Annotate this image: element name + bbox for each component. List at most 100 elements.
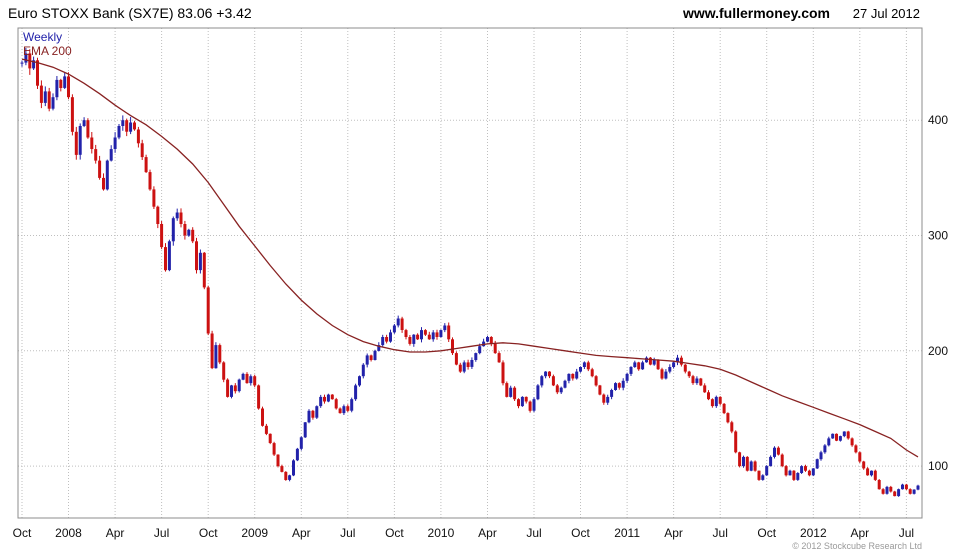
candle <box>70 97 74 132</box>
candle <box>629 367 633 374</box>
candle <box>893 491 897 497</box>
candle <box>548 371 551 377</box>
candle <box>171 218 175 242</box>
candle <box>908 489 912 494</box>
candle <box>365 355 369 365</box>
candle <box>427 334 431 340</box>
candle <box>233 385 237 392</box>
svg-text:2009: 2009 <box>241 526 268 540</box>
candle <box>474 353 478 360</box>
candle <box>602 394 606 403</box>
candle <box>292 460 295 476</box>
candle <box>129 122 133 132</box>
candle <box>804 466 807 471</box>
candle <box>121 120 125 126</box>
candle <box>710 399 714 407</box>
candle <box>55 79 59 98</box>
candle <box>311 410 315 418</box>
svg-text:Jul: Jul <box>526 526 541 540</box>
candle <box>664 371 668 379</box>
candle <box>776 447 780 455</box>
candle <box>125 120 129 132</box>
candle <box>614 383 617 390</box>
svg-text:300: 300 <box>928 229 948 243</box>
candle <box>261 408 264 426</box>
chart-date: 27 Jul 2012 <box>852 6 920 21</box>
candle <box>540 376 544 386</box>
candle <box>575 371 579 379</box>
candle <box>528 401 532 411</box>
candle <box>594 376 598 386</box>
candle <box>179 212 183 224</box>
candle <box>873 470 877 480</box>
candle <box>633 362 637 367</box>
candle <box>513 387 517 400</box>
candle <box>679 357 683 365</box>
plot-border <box>17 27 923 519</box>
candle <box>245 373 249 384</box>
candle <box>400 318 404 330</box>
candle <box>815 459 819 469</box>
candle <box>586 362 590 370</box>
candle <box>579 367 582 372</box>
candle <box>672 362 676 367</box>
candles <box>20 48 920 497</box>
candle <box>838 436 842 441</box>
candle <box>683 364 687 372</box>
candle <box>272 443 276 455</box>
candle <box>641 362 645 370</box>
svg-text:Apr: Apr <box>478 526 497 540</box>
candle <box>338 408 342 414</box>
candle <box>330 394 334 400</box>
candle <box>237 379 241 392</box>
candle <box>509 387 513 397</box>
candle <box>412 334 416 344</box>
candle <box>617 383 621 388</box>
candle <box>323 396 326 402</box>
candle <box>78 126 82 155</box>
svg-text:100: 100 <box>928 459 948 473</box>
candle <box>47 91 51 109</box>
candle <box>722 403 726 414</box>
candle <box>819 452 823 460</box>
candle <box>67 76 70 98</box>
candle <box>140 143 144 158</box>
candle <box>253 376 257 386</box>
candle <box>218 345 222 363</box>
candle <box>32 60 36 69</box>
candle <box>420 330 423 340</box>
candle <box>652 360 656 365</box>
y-axis-labels: 100 200 300 400 <box>928 113 948 473</box>
candle <box>191 229 195 242</box>
candle <box>866 468 870 476</box>
candle <box>392 325 396 333</box>
candle <box>901 484 904 490</box>
candle <box>202 252 206 288</box>
candle <box>105 160 109 190</box>
candle <box>660 369 664 379</box>
candle <box>59 79 63 88</box>
candle <box>858 452 862 462</box>
candle <box>156 206 160 224</box>
candle <box>827 438 831 446</box>
candle <box>361 364 365 377</box>
candle <box>493 343 497 354</box>
candle <box>695 378 699 384</box>
candle <box>133 122 136 130</box>
candle <box>699 378 703 386</box>
svg-text:Apr: Apr <box>850 526 869 540</box>
candle <box>319 396 323 407</box>
candle <box>160 224 164 248</box>
candle <box>443 325 447 331</box>
website-text: www.fullermoney.com <box>682 5 830 21</box>
candle <box>264 425 268 434</box>
candle <box>734 431 738 453</box>
candle <box>870 470 873 476</box>
candle <box>707 392 710 400</box>
candle <box>757 470 761 480</box>
candle <box>517 399 520 407</box>
svg-text:Jul: Jul <box>899 526 914 540</box>
candle <box>621 380 625 388</box>
candle <box>598 385 602 395</box>
